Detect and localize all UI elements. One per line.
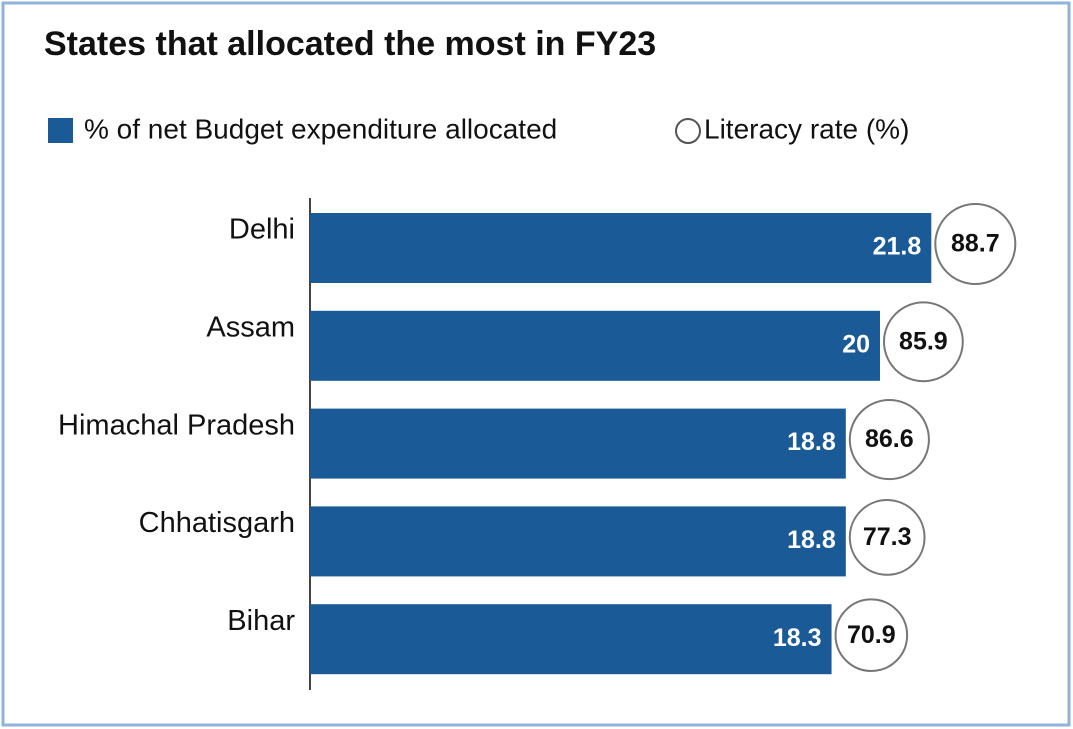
legend-swatch <box>48 118 73 143</box>
category-label: Delhi <box>229 214 295 246</box>
value-label: 18.8 <box>787 428 836 456</box>
bar <box>310 213 932 283</box>
legend-label: % of net Budget expenditure allocated <box>84 113 557 144</box>
literacy-circle <box>834 598 909 672</box>
bar <box>310 604 832 675</box>
legend-label: Literacy rate (%) <box>704 113 909 144</box>
literacy-label: 85.9 <box>899 327 948 355</box>
value-label: 18.8 <box>787 526 836 554</box>
bar <box>310 408 846 479</box>
literacy-label: 86.6 <box>865 425 914 453</box>
literacy-label: 88.7 <box>951 230 1000 258</box>
bar <box>310 506 846 577</box>
category-label: Bihar <box>227 605 295 637</box>
value-label: 20 <box>842 330 870 358</box>
literacy-circle <box>934 202 1017 286</box>
literacy-circle <box>848 499 926 576</box>
legend-swatch <box>675 118 701 144</box>
literacy-label: 70.9 <box>847 621 896 649</box>
bar <box>310 310 880 381</box>
category-label: Himachal Pradesh <box>58 409 295 441</box>
literacy-circle <box>848 399 930 481</box>
literacy-circle <box>883 301 964 383</box>
value-label: 21.8 <box>873 233 922 261</box>
category-label: Chhatisgarh <box>139 507 295 539</box>
literacy-label: 77.3 <box>863 523 912 551</box>
chart-title: States that allocated the most in FY23 <box>44 25 656 63</box>
value-label: 18.3 <box>773 624 822 652</box>
category-label: Assam <box>206 311 295 343</box>
